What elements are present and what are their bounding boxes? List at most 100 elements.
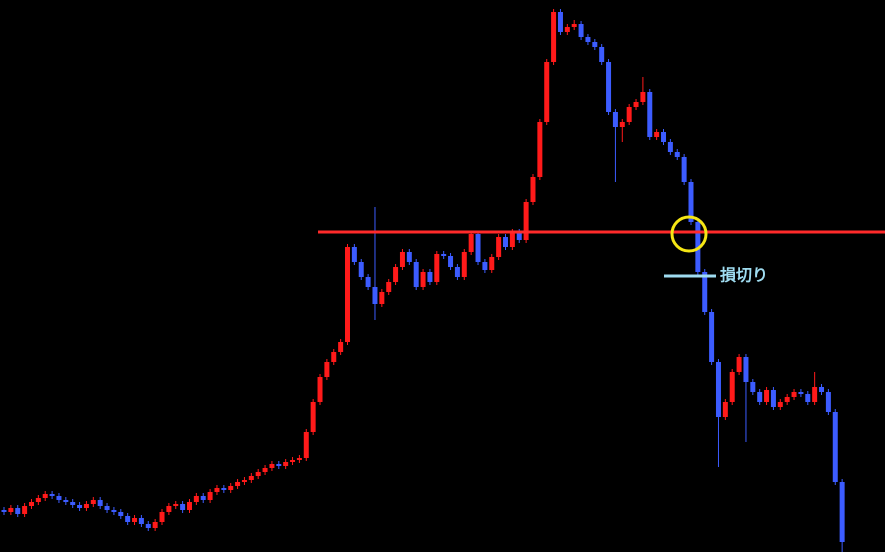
- candle-body: [365, 277, 371, 287]
- candle-body: [777, 402, 783, 407]
- candle-body: [159, 512, 165, 522]
- candle-body: [434, 254, 440, 282]
- candle-body: [448, 256, 454, 267]
- candle-body: [173, 504, 179, 506]
- candle-body: [386, 282, 392, 292]
- candle-body: [798, 392, 804, 394]
- candle-body: [241, 480, 247, 482]
- candle-body: [702, 272, 708, 312]
- candle-body: [633, 102, 639, 107]
- candle-body: [104, 506, 110, 510]
- candle-body: [63, 500, 69, 502]
- candle-body: [503, 237, 509, 247]
- candle-body: [667, 142, 673, 152]
- candle-body: [427, 272, 433, 282]
- candle-body: [551, 12, 557, 62]
- candle-body: [303, 432, 309, 458]
- candle-body: [262, 468, 268, 472]
- candle-body: [722, 402, 728, 417]
- candle-body: [640, 92, 646, 102]
- candle-body: [420, 272, 426, 287]
- candle-body: [1, 510, 7, 512]
- candle-body: [812, 387, 818, 402]
- candle-body: [255, 472, 261, 476]
- candle-body: [564, 27, 570, 32]
- candle-body: [729, 372, 735, 402]
- candle-body: [674, 152, 680, 157]
- candle-body: [132, 518, 138, 522]
- candle-body: [221, 488, 227, 490]
- candle-body: [49, 494, 55, 496]
- candle-body: [681, 157, 687, 182]
- candle-body: [200, 496, 206, 500]
- candle-body: [496, 237, 502, 257]
- candle-body: [207, 492, 213, 500]
- candle-body: [688, 182, 694, 222]
- candle-body: [839, 482, 845, 542]
- candle-body: [654, 132, 660, 137]
- candle-body: [166, 506, 172, 512]
- candle-body: [235, 482, 241, 486]
- candle-body: [468, 234, 474, 252]
- candle-body: [70, 502, 76, 505]
- candle-body: [42, 494, 48, 498]
- candle-body: [406, 252, 412, 262]
- candle-body: [290, 460, 296, 462]
- candle-body: [338, 342, 344, 352]
- candle-body: [441, 254, 447, 256]
- candle-body: [661, 132, 667, 142]
- candle-body: [22, 506, 28, 514]
- candle-body: [111, 510, 117, 512]
- highlight-circle: [670, 215, 708, 253]
- candle-body: [324, 362, 330, 377]
- candle-body: [97, 500, 103, 506]
- candle-body: [276, 464, 282, 466]
- candle-body: [523, 202, 529, 240]
- candle-body: [138, 518, 144, 524]
- candle-body: [619, 122, 625, 127]
- candle-body: [709, 312, 715, 362]
- candle-body: [228, 486, 234, 490]
- candle-body: [186, 502, 192, 510]
- candle-body: [8, 508, 14, 512]
- candle-body: [35, 498, 41, 502]
- candle-body: [83, 504, 89, 508]
- candle-body: [454, 267, 460, 277]
- candle-body: [393, 267, 399, 282]
- candle-body: [557, 12, 563, 32]
- candle-body: [647, 92, 653, 137]
- candle-body: [489, 257, 495, 270]
- candle-body: [56, 496, 62, 500]
- candle-body: [592, 42, 598, 47]
- candle-body: [399, 252, 405, 267]
- candle-body: [612, 112, 618, 127]
- candle-body: [770, 390, 776, 407]
- annotation-label: 損切り: [720, 266, 768, 285]
- candle-body: [296, 458, 302, 460]
- candle-body: [571, 24, 577, 27]
- candle-body: [15, 508, 21, 514]
- candle-body: [461, 252, 467, 277]
- candle-body: [214, 488, 220, 492]
- candle-body: [351, 247, 357, 262]
- candle-body: [317, 377, 323, 402]
- candle-body: [736, 357, 742, 372]
- candle-body: [626, 107, 632, 122]
- candle-body: [715, 362, 721, 417]
- candle-body: [819, 387, 825, 392]
- candle-body: [578, 24, 584, 37]
- candle-body: [482, 262, 488, 270]
- candle-body: [832, 412, 838, 482]
- candle-body: [764, 390, 770, 402]
- candle-body: [331, 352, 337, 362]
- candle-body: [537, 122, 543, 177]
- candle-body: [475, 234, 481, 262]
- candle-body: [413, 262, 419, 287]
- candle-body: [585, 37, 591, 42]
- candle-body: [145, 524, 151, 528]
- candle-body: [379, 292, 385, 304]
- candle-body: [125, 516, 131, 522]
- candle-body: [530, 177, 536, 202]
